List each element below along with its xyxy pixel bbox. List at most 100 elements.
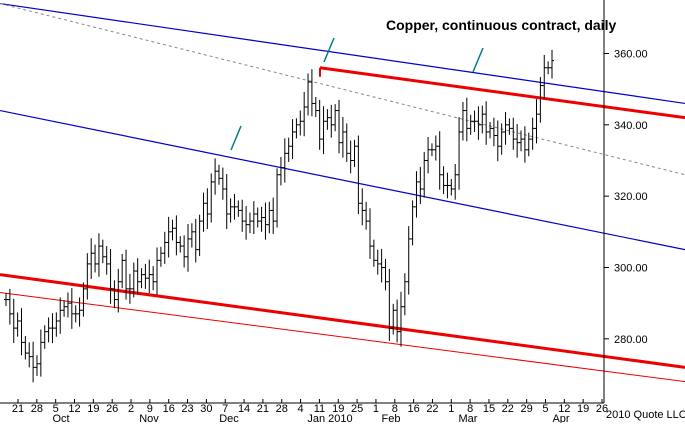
price-bar: [398, 291, 403, 347]
price-bar: [4, 293, 8, 306]
x-tick-label: 19: [332, 403, 344, 415]
price-bar: [360, 188, 365, 226]
x-axis: 21 28 5 12 19 26 2 9 16 23 30 7 14 21 28 4 11 19 25 1 8 16 22 1…: [12, 399, 608, 425]
x-tick-label: 16: [407, 403, 419, 415]
x-tick-label: 5: [542, 403, 548, 415]
price-bar: [201, 192, 206, 232]
x-month-label: Apr: [552, 413, 569, 423]
price-bar: [50, 313, 55, 344]
price-bar: [197, 214, 202, 257]
price-bar: [186, 223, 190, 272]
x-tick-label: 23: [181, 403, 193, 415]
price-bar: [11, 298, 16, 344]
trendline-middle-channel: [0, 109, 685, 251]
price-bar: [178, 236, 183, 253]
price-bar: [488, 121, 493, 139]
x-tick-label: 8: [392, 403, 398, 415]
price-bar: [429, 143, 434, 157]
price-bar: [522, 126, 527, 163]
price-bar: [306, 73, 311, 116]
price-bar: [182, 235, 187, 268]
price-bar: [213, 158, 218, 195]
price-bar: [546, 61, 551, 75]
x-tick-label: 4: [298, 403, 304, 415]
price-bar: [267, 201, 272, 234]
price-bar: [54, 312, 59, 337]
y-tick-label: 280.00: [614, 334, 648, 346]
price-bar: [286, 137, 291, 162]
price-bar: [240, 199, 245, 232]
price-bar: [155, 247, 160, 295]
x-tick-label: 28: [31, 403, 43, 415]
price-bar: [534, 99, 539, 144]
x-tick-label: 26: [596, 403, 608, 415]
price-bar: [340, 116, 345, 158]
x-month-label: Nov: [139, 413, 159, 423]
price-bar: [108, 248, 113, 304]
price-bar: [170, 219, 175, 241]
y-tick-label: 300.00: [614, 262, 648, 274]
trendline-upper-channel: [0, 2, 685, 105]
y-tick-label: 320.00: [614, 191, 648, 203]
price-bar: [530, 117, 535, 150]
price-bar: [356, 135, 361, 214]
price-bar: [189, 223, 194, 248]
price-bar: [395, 299, 400, 343]
price-bar: [491, 117, 496, 147]
x-tick-label: 16: [163, 403, 175, 415]
price-bar: [418, 166, 423, 204]
price-bars-layer: [4, 49, 554, 383]
price-bar: [348, 140, 353, 174]
price-bar: [445, 172, 450, 199]
price-bar: [58, 297, 63, 334]
price-bar: [89, 238, 94, 279]
price-bar: [298, 110, 303, 136]
x-month-label: Dec: [219, 413, 239, 423]
price-bar: [93, 244, 98, 273]
price-bar: [147, 259, 152, 294]
y-axis: 360.00 340.00 320.00 300.00 280.00: [604, 48, 648, 346]
price-bar: [515, 124, 520, 158]
x-tick-label: 12: [68, 403, 80, 415]
price-bar: [205, 188, 210, 229]
price-bar: [77, 297, 82, 327]
price-bar: [472, 110, 477, 132]
price-bar: [480, 105, 485, 134]
price-bar: [116, 268, 121, 313]
x-tick-label: 21: [12, 403, 24, 415]
price-bar: [15, 312, 20, 337]
price-bar: [426, 136, 431, 174]
price-bar: [453, 164, 458, 200]
price-bar: [519, 130, 524, 152]
x-tick-label: 29: [521, 403, 533, 415]
x-tick-label: 26: [106, 403, 118, 415]
price-bar: [224, 174, 229, 229]
price-bar: [216, 164, 221, 185]
x-tick-label: 8: [467, 403, 473, 415]
price-bar: [34, 355, 39, 376]
price-bar: [460, 101, 465, 141]
price-bar: [329, 104, 334, 138]
price-bar: [337, 99, 342, 154]
x-tick-label: 22: [426, 403, 438, 415]
x-tick-label: 1: [373, 403, 379, 415]
x-month-label: Oct: [52, 413, 69, 423]
price-bar: [414, 171, 419, 218]
price-bar: [406, 226, 411, 295]
price-bar: [371, 239, 376, 267]
price-bar: [313, 97, 318, 117]
x-month-label: Mar: [459, 413, 478, 423]
trendline-red-resistance: [319, 66, 685, 120]
price-bar: [193, 218, 198, 263]
price-bar: [526, 132, 531, 157]
price-bar: [263, 202, 268, 240]
x-tick-label: 5: [53, 403, 59, 415]
price-bar: [433, 135, 438, 161]
x-month-label: Feb: [382, 413, 401, 423]
price-bar: [23, 335, 28, 360]
trendline-dashed-midline: [0, 3, 685, 176]
x-tick-label: 12: [558, 403, 570, 415]
chart-title: Copper, continuous contract, daily: [386, 17, 616, 33]
price-bar: [7, 288, 12, 325]
price-bar: [309, 69, 314, 117]
